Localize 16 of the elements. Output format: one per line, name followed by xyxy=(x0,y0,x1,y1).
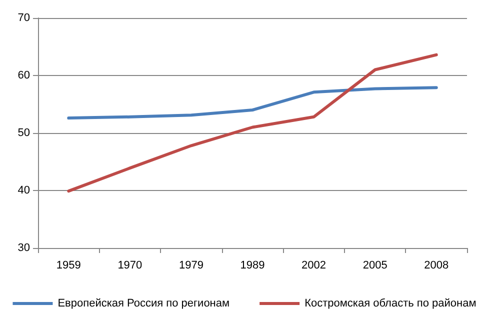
line-series xyxy=(67,53,438,193)
x-tick-label: 1989 xyxy=(240,260,265,272)
y-tick-label: 50 xyxy=(18,127,30,139)
legend-label: Костромская область по районам xyxy=(304,298,476,310)
x-tick-label: 2005 xyxy=(362,260,388,272)
x-tick-label: 2002 xyxy=(302,260,326,272)
legend-label: Европейская Россия по регионам xyxy=(58,298,230,310)
y-tick-label: 60 xyxy=(18,70,30,82)
x-tick-label: 1979 xyxy=(178,260,204,272)
x-tick-label: 2008 xyxy=(424,260,449,272)
y-tick-label: 40 xyxy=(18,184,30,196)
line-series xyxy=(67,86,438,120)
x-tick-label: 1959 xyxy=(56,260,81,272)
y-tick-label: 70 xyxy=(18,12,30,24)
x-tick-label: 1970 xyxy=(118,260,142,272)
y-tick-label: 30 xyxy=(18,242,30,254)
